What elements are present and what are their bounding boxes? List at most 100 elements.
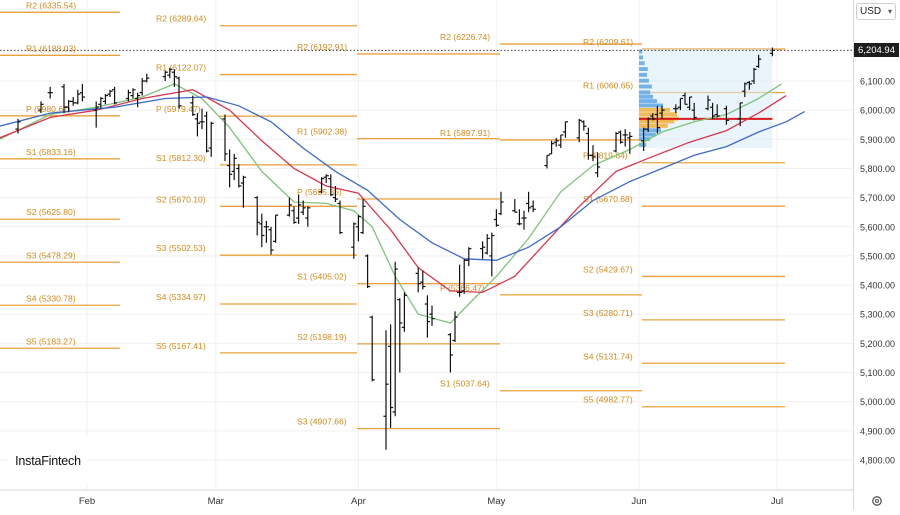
profile-row (639, 49, 643, 54)
ohlc-bar (746, 81, 752, 90)
y-tick-label: 5,000.00 (860, 397, 895, 407)
ohlc-bar (714, 104, 720, 118)
ohlc-bar (595, 152, 601, 178)
x-tick-label: Jul (771, 496, 783, 507)
ohlc-bar (328, 174, 334, 197)
pivot-label: S4 (5334.97) (156, 292, 206, 302)
y-tick-label: 6,100.00 (860, 77, 895, 87)
pivot-label: S5 (5183.27) (26, 336, 76, 346)
profile-row (639, 67, 648, 71)
profile-row (639, 78, 649, 83)
ohlc-bar (332, 185, 338, 202)
ohlc-bar (300, 200, 306, 216)
pivot-label: S2 (5429.67) (583, 264, 633, 274)
pivot-label: S1 (5037.64) (440, 379, 490, 389)
ohlc-bar (199, 108, 205, 130)
ohlc-bar (710, 102, 716, 119)
pivot-label: S1 (5405.02) (297, 272, 347, 282)
ohlc-bar (489, 232, 495, 277)
ohlc-bar (360, 199, 366, 235)
pivot-label: S1 (5670.68) (583, 194, 633, 204)
ohlc-bar (323, 174, 329, 184)
ohlc-bar (526, 191, 532, 213)
profile-box (639, 48, 773, 149)
ohlc-bar (673, 104, 679, 114)
ohlc-bar (613, 132, 619, 153)
ohlc-bar (742, 82, 748, 98)
ohlc-bar (259, 213, 265, 248)
ohlc-bar (15, 118, 21, 134)
ohlc-bar (562, 121, 568, 138)
profile-row (639, 119, 675, 124)
y-tick-label: 4,800.00 (860, 456, 895, 466)
ohlc-bar (424, 295, 430, 338)
watermark-text: InstaFintech (15, 454, 81, 468)
pivot-label: R2 (6335.54) (26, 0, 76, 10)
pivot-label: R2 (6209.61) (583, 37, 633, 47)
y-tick-label: 5,500.00 (860, 251, 895, 261)
ohlc-bar (162, 70, 168, 81)
gear-icon[interactable] (871, 495, 883, 507)
ohlc-bars (15, 47, 775, 450)
ohlc-bar (351, 222, 357, 259)
ohlc-bar (305, 206, 311, 227)
x-tick-label: Jun (631, 496, 646, 507)
ohlc-bar (691, 102, 697, 121)
ohlc-bar (723, 105, 729, 125)
profile-row (639, 103, 663, 108)
ohlc-bar (383, 330, 389, 450)
ohlc-bar (319, 177, 325, 194)
ohlc-bar (38, 101, 44, 114)
ohlc-bar (98, 97, 104, 109)
ohlc-bar (171, 69, 177, 87)
ohlc-bar (355, 215, 361, 242)
pivot-label: R2 (6226.74) (440, 32, 490, 42)
y-tick-label: 5,400.00 (860, 281, 895, 291)
profile-row (639, 84, 652, 89)
y-tick-label: 5,800.00 (860, 164, 895, 174)
x-tick-label: Feb (79, 496, 95, 507)
ohlc-bar (654, 105, 660, 134)
pivot-label: S3 (4907.66) (297, 417, 347, 427)
y-tick-label: 6,000.00 (860, 106, 895, 116)
ohlc-bar (493, 209, 499, 227)
pivot-label: S2 (5198.19) (297, 332, 347, 342)
ohlc-bar (429, 305, 435, 326)
ohlc-bar (176, 76, 182, 109)
ohlc-bar (645, 117, 651, 133)
ohlc-bar (452, 311, 458, 342)
ohlc-bar (208, 121, 214, 157)
last-price-tag: 6,204.94 (854, 43, 899, 57)
profile-row (639, 99, 657, 104)
pivot-label: R1 (6060.65) (583, 80, 633, 90)
pivot-label: S3 (5280.71) (583, 308, 633, 318)
ohlc-bar (388, 324, 394, 428)
ohlc-bar (521, 210, 527, 230)
price-axis[interactable]: 4,800.00 4,900.00 5,000.00 5,100.00 5,200.00… (853, 0, 900, 510)
pivot-label: R1 (6188.03) (26, 43, 76, 53)
ohlc-bar (581, 120, 587, 131)
ohlc-bar (337, 200, 343, 235)
pivot-label: P (5980.67) (26, 104, 71, 114)
ohlc-bar (125, 89, 131, 102)
ohlc-bar (204, 111, 210, 153)
y-tick-label: 5,700.00 (860, 193, 895, 203)
ohlc-bar (236, 164, 242, 188)
pivot-label: P (5819.64) (583, 151, 628, 161)
y-tick-label: 5,200.00 (860, 339, 895, 349)
ohlc-bar (227, 149, 233, 188)
ohlc-bar (558, 134, 564, 149)
ohlc-bar (190, 95, 196, 116)
y-tick-label: 4,900.00 (860, 426, 895, 436)
x-axis: Feb Mar Apr May Jun Jul (79, 496, 783, 507)
y-tick-label: 5,300.00 (860, 310, 895, 320)
ohlc-bar (682, 92, 688, 105)
ohlc-bar (291, 206, 297, 224)
moving-average-line (0, 96, 805, 261)
pivot-label: S5 (4982.77) (583, 395, 633, 405)
pivot-label: R1 (5902.38) (297, 127, 347, 137)
ohlc-bar (618, 130, 624, 144)
currency-selector[interactable]: USD ▾ (856, 3, 896, 20)
pivot-label: S4 (5131.74) (583, 351, 633, 361)
